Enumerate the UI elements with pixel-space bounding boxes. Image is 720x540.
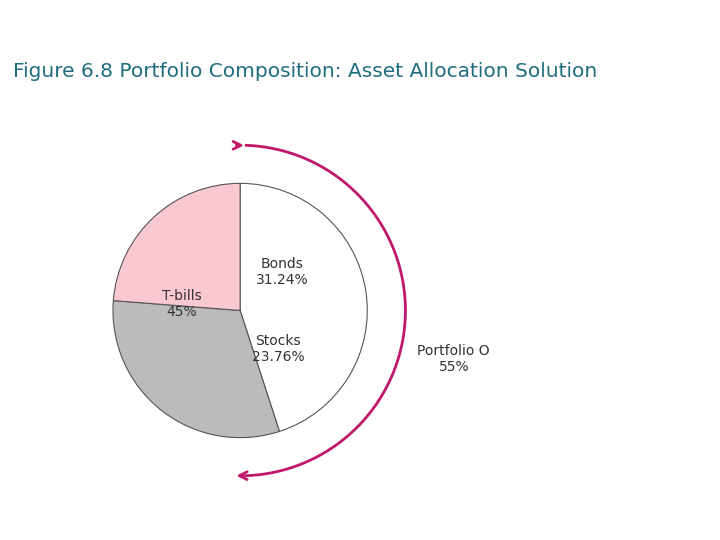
Text: Bonds
31.24%: Bonds 31.24% <box>256 257 308 287</box>
Text: Figure 6.8 Portfolio Composition: Asset Allocation Solution: Figure 6.8 Portfolio Composition: Asset … <box>13 62 597 80</box>
Text: Stocks
23.76%: Stocks 23.76% <box>252 334 305 364</box>
Wedge shape <box>113 184 240 310</box>
Wedge shape <box>113 301 279 437</box>
Text: T-bills
45%: T-bills 45% <box>162 289 202 319</box>
Text: Portfolio O
55%: Portfolio O 55% <box>418 344 490 374</box>
Wedge shape <box>240 184 367 431</box>
Text: 6-23: 6-23 <box>676 519 698 529</box>
